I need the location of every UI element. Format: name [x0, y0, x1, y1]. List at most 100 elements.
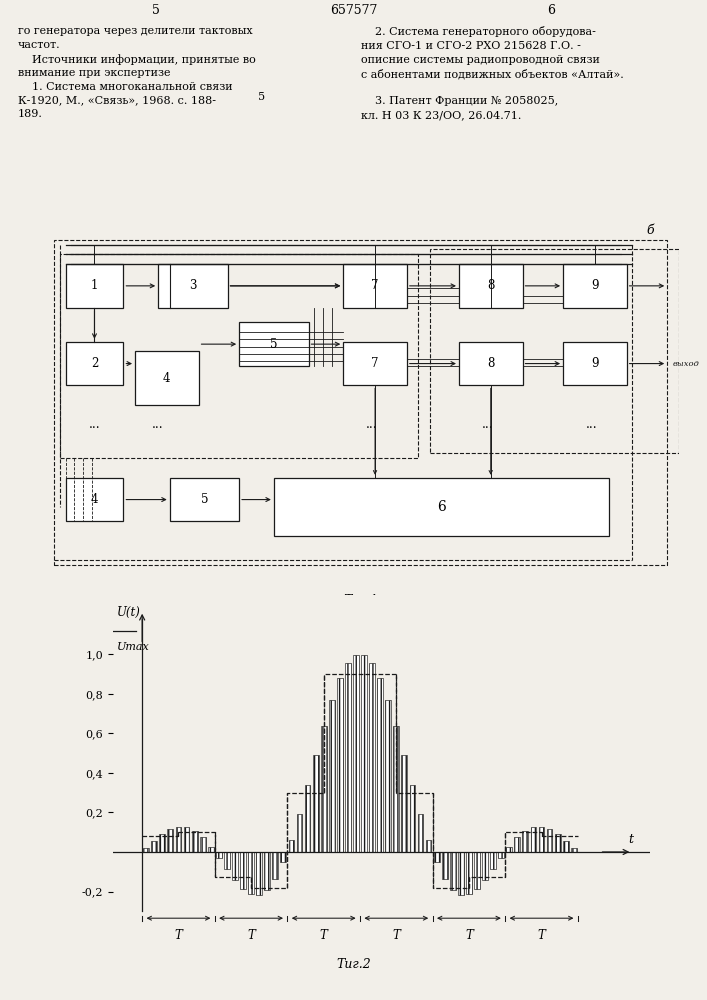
Bar [296, 814, 303, 852]
Text: ...: ... [482, 418, 493, 431]
Bar [343, 342, 407, 385]
Bar [216, 852, 222, 858]
Text: Τиг.2: Τиг.2 [336, 958, 371, 971]
Text: 6: 6 [547, 4, 556, 17]
Bar [329, 700, 334, 852]
Text: 2. Система генераторного оборудова-
ния СГО-1 и СГО-2 РХО 215628 Г.О. -
описние : 2. Система генераторного оборудова- ния … [361, 26, 624, 120]
Bar [192, 831, 197, 852]
Text: T: T [465, 929, 473, 942]
Bar [442, 852, 448, 879]
Text: 5: 5 [151, 4, 160, 17]
Text: ...: ... [88, 418, 100, 431]
Bar [343, 264, 407, 308]
Bar [264, 852, 270, 890]
Bar [66, 342, 124, 385]
Bar [490, 852, 496, 869]
Bar [232, 852, 238, 880]
Bar [353, 655, 359, 852]
Text: выход: выход [673, 360, 700, 368]
Text: 9: 9 [591, 357, 599, 370]
Text: 7: 7 [371, 357, 379, 370]
Bar [409, 785, 415, 852]
Bar [466, 852, 472, 894]
Bar [402, 755, 407, 852]
Text: 5: 5 [201, 493, 208, 506]
Bar [369, 663, 375, 852]
Bar [184, 827, 189, 852]
Bar [200, 837, 206, 852]
Text: T: T [175, 929, 182, 942]
Bar [168, 829, 173, 852]
Text: ...: ... [586, 418, 597, 431]
Bar [256, 852, 262, 895]
Bar [281, 852, 286, 862]
Bar [547, 829, 552, 852]
Bar [522, 831, 528, 852]
Text: 4: 4 [163, 372, 170, 385]
Bar [66, 264, 124, 308]
Text: T: T [392, 929, 400, 942]
Bar [426, 840, 431, 852]
Bar [433, 852, 440, 862]
Bar [288, 840, 294, 852]
Bar [563, 264, 626, 308]
Bar [239, 322, 308, 366]
Text: 2: 2 [90, 357, 98, 370]
Bar [563, 841, 568, 852]
Text: 657577: 657577 [329, 4, 378, 17]
Text: 1: 1 [90, 279, 98, 292]
Text: Τиг.1: Τиг.1 [343, 594, 378, 607]
Bar [224, 852, 230, 869]
Bar [175, 827, 182, 852]
Text: 8: 8 [487, 279, 494, 292]
Bar [571, 848, 577, 852]
Bar [430, 249, 679, 453]
Bar [305, 785, 310, 852]
Bar [144, 848, 149, 852]
Bar [345, 663, 351, 852]
Bar [274, 478, 609, 536]
Bar [135, 351, 199, 405]
Text: 4: 4 [90, 493, 98, 506]
Bar [240, 852, 246, 889]
Bar [378, 678, 383, 852]
Text: ...: ... [152, 418, 164, 431]
Text: t: t [629, 833, 633, 846]
Bar [539, 827, 544, 852]
Text: Umax: Umax [117, 642, 149, 652]
Bar [482, 852, 488, 880]
Bar [506, 847, 512, 852]
Bar [450, 852, 456, 890]
Text: T: T [247, 929, 255, 942]
Text: б: б [646, 224, 653, 237]
Bar [459, 342, 522, 385]
Bar [474, 852, 480, 889]
Bar [208, 847, 214, 852]
Text: 7: 7 [371, 279, 379, 292]
Bar [158, 264, 228, 308]
Bar [66, 478, 124, 521]
Bar [459, 264, 522, 308]
Bar [160, 834, 165, 852]
Bar [170, 478, 239, 521]
Bar [321, 726, 327, 852]
Bar [530, 827, 537, 852]
Bar [248, 852, 254, 894]
Bar [60, 254, 419, 458]
Bar [393, 726, 399, 852]
Bar [498, 852, 504, 858]
Text: го генератора через делители тактовых
частот.
    Источники информации, принятые: го генератора через делители тактовых ча… [18, 26, 255, 119]
Text: 6: 6 [437, 500, 446, 514]
Bar [515, 837, 520, 852]
Text: T: T [537, 929, 546, 942]
Bar [337, 678, 343, 852]
Text: 9: 9 [591, 279, 599, 292]
Text: 5: 5 [270, 338, 278, 351]
Text: U(t): U(t) [117, 606, 141, 619]
Bar [418, 814, 423, 852]
Text: T: T [320, 929, 327, 942]
Text: 5: 5 [258, 92, 265, 102]
Text: ...: ... [366, 418, 378, 431]
Bar [272, 852, 278, 879]
Bar [151, 841, 157, 852]
